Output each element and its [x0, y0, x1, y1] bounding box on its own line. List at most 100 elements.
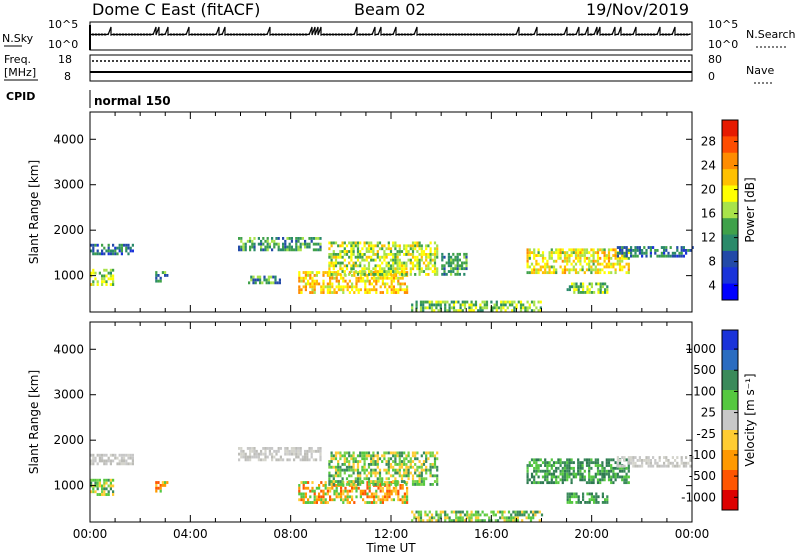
- heatmap-cell: [535, 464, 538, 467]
- nsearch-tick-top: 10^5: [708, 18, 739, 31]
- heatmap-cell: [588, 475, 591, 479]
- heatmap-cell: [398, 250, 401, 253]
- heatmap-cell: [367, 267, 371, 271]
- heatmap-cell: [339, 483, 342, 486]
- heatmap-cell: [275, 242, 278, 246]
- heatmap-cell: [429, 241, 432, 245]
- heatmap-cell: [322, 291, 325, 294]
- heatmap-cell: [366, 492, 369, 496]
- heatmap-cell: [352, 480, 355, 483]
- heatmap-cell: [352, 460, 355, 463]
- heatmap-cell: [555, 251, 558, 255]
- heatmap-cell: [555, 469, 558, 473]
- heatmap-cell: [103, 490, 106, 494]
- heatmap-cell: [344, 279, 347, 283]
- heatmap-cell: [120, 243, 123, 247]
- heatmap-cell: [159, 486, 162, 490]
- heatmap-cell: [359, 279, 362, 283]
- heatmap-cell: [533, 248, 536, 252]
- heatmap-cell: [337, 483, 340, 486]
- heatmap-cell: [691, 246, 694, 249]
- heatmap-cell: [329, 288, 332, 292]
- heatmap-cell: [90, 243, 93, 247]
- heatmap-cell: [271, 455, 274, 459]
- heatmap-cell: [288, 242, 291, 246]
- heatmap-cell: [319, 458, 322, 462]
- heatmap-cell: [401, 495, 404, 499]
- heatmap-cell: [572, 265, 575, 269]
- heatmap-cell: [447, 261, 450, 265]
- heatmap-cell: [341, 255, 344, 259]
- heatmap-cell: [555, 475, 558, 479]
- heatmap-cell: [422, 451, 426, 455]
- heatmap-cell: [641, 254, 644, 258]
- heatmap-cell: [618, 265, 622, 269]
- heatmap-cell: [322, 501, 325, 504]
- heatmap-cell: [313, 492, 316, 496]
- heatmap-cell: [348, 468, 351, 472]
- heatmap-cell: [374, 463, 377, 466]
- heatmap-cell: [575, 501, 578, 504]
- heatmap-cell: [595, 282, 598, 286]
- heatmap-cell: [372, 483, 375, 486]
- heatmap-cell: [658, 254, 661, 258]
- heatmap-cell: [367, 465, 371, 469]
- y-tick-label: 2000: [53, 223, 84, 237]
- heatmap-cell: [264, 239, 267, 243]
- heatmap-cell: [682, 461, 685, 465]
- heatmap-cell: [425, 451, 428, 455]
- heatmap-cell: [328, 255, 331, 259]
- colorbar-tick-label: -1000: [681, 490, 716, 504]
- heatmap-cell: [398, 451, 401, 455]
- heatmap-cell: [590, 268, 593, 272]
- y-tick-label: 2000: [53, 433, 84, 447]
- heatmap-cell: [446, 513, 449, 517]
- heatmap-cell: [356, 477, 360, 481]
- heatmap-cell: [512, 510, 515, 514]
- heatmap-cell: [477, 519, 480, 523]
- heatmap-cell: [630, 249, 633, 252]
- heatmap-cell: [383, 270, 386, 273]
- heatmap-cell: [490, 510, 493, 514]
- heatmap-cell: [315, 274, 318, 277]
- heatmap-cell: [416, 483, 419, 486]
- heatmap-cell: [433, 457, 437, 461]
- heatmap-cell: [450, 272, 453, 276]
- heatmap-cell: [430, 306, 434, 310]
- heatmap-cell: [574, 472, 578, 476]
- heatmap-cell: [544, 472, 547, 476]
- heatmap-cell: [654, 461, 657, 465]
- heatmap-cell: [570, 472, 573, 476]
- heatmap-cell: [403, 457, 406, 461]
- heatmap-cell: [290, 248, 293, 252]
- heatmap-cell: [429, 454, 432, 458]
- heatmap-cell: [605, 262, 608, 266]
- sky-panel-frame: [89, 21, 693, 51]
- heatmap-cell: [419, 510, 423, 514]
- heatmap-cell: [315, 237, 318, 240]
- heatmap-cell: [264, 447, 267, 450]
- heatmap-cell: [450, 255, 453, 259]
- heatmap-cell: [504, 303, 507, 307]
- heatmap-cell: [621, 478, 624, 482]
- nsky-label: N.Sky: [2, 32, 34, 45]
- heatmap-cell: [574, 251, 578, 255]
- heatmap-cell: [621, 268, 624, 272]
- freq-label: Freq.: [4, 53, 32, 66]
- heatmap-cell: [392, 498, 395, 502]
- heatmap-cell: [352, 247, 355, 251]
- heatmap-cell: [333, 489, 336, 493]
- heatmap-cell: [101, 490, 104, 494]
- heatmap-cell: [306, 245, 309, 249]
- heatmap-cell: [266, 242, 269, 246]
- heatmap-cell: [381, 255, 384, 259]
- heatmap-cell: [348, 451, 351, 455]
- heatmap-cell: [590, 254, 593, 257]
- heatmap-cell: [495, 309, 498, 313]
- heatmap-cell: [370, 250, 373, 253]
- heatmap-cell: [310, 447, 313, 450]
- heatmap-cell: [409, 267, 412, 271]
- heatmap-cell: [339, 474, 342, 478]
- heatmap-cell: [586, 291, 589, 294]
- heatmap-cell: [379, 291, 382, 294]
